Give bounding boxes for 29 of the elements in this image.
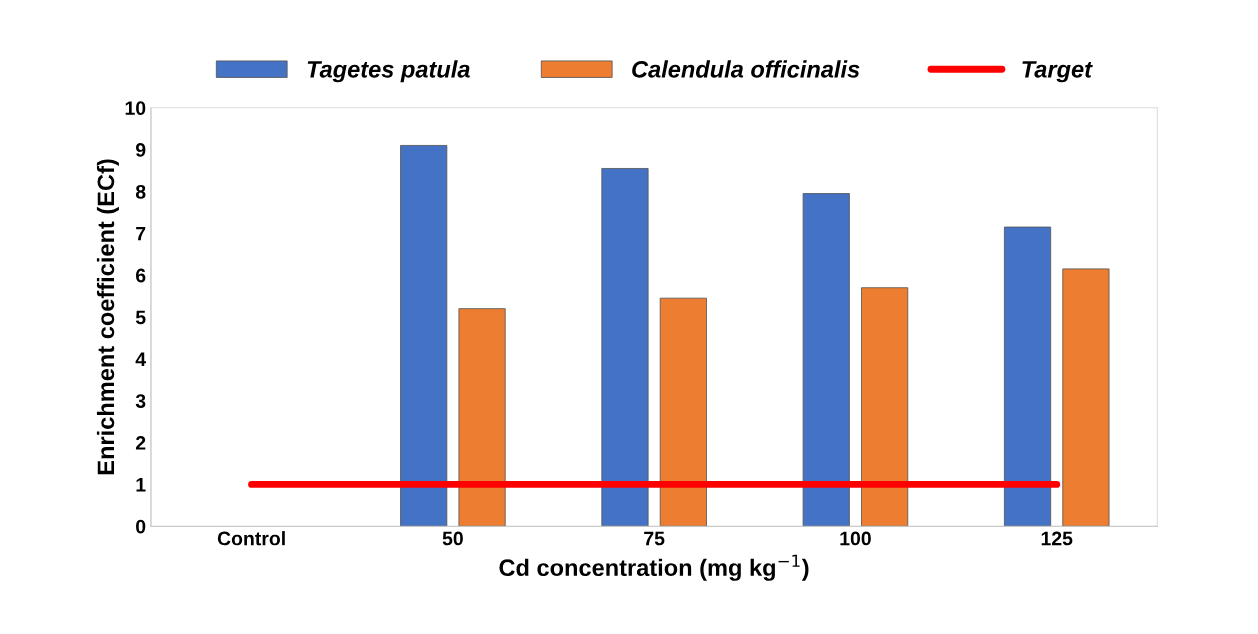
y-tick-label: 0 xyxy=(136,519,146,534)
y-tick-label: 6 xyxy=(136,268,146,283)
bar xyxy=(1003,226,1052,527)
x-tick-label: 125 xyxy=(1041,531,1073,546)
x-tick-label: 100 xyxy=(840,531,871,546)
bar xyxy=(659,297,707,527)
bar xyxy=(601,168,649,527)
bar xyxy=(458,308,506,527)
bar xyxy=(400,145,448,527)
y-tick-label: 2 xyxy=(135,436,146,450)
legend-label: Calendula officinalis xyxy=(632,60,860,78)
y-tick-label: 10 xyxy=(125,101,146,116)
y-tick-label: 9 xyxy=(135,143,146,157)
x-tick-label: 75 xyxy=(644,531,665,546)
y-axis-title: Enrichment coefficient (ECf) xyxy=(96,159,119,475)
y-tick-label: 4 xyxy=(135,352,146,366)
bar xyxy=(1062,268,1110,527)
y-tick-label: 8 xyxy=(135,184,146,199)
x-tick-label: 50 xyxy=(442,531,463,546)
legend-label: Tagetes patula xyxy=(307,60,470,83)
bar xyxy=(802,193,850,527)
y-tick-label: 1 xyxy=(136,478,146,492)
x-axis-title: Cd concentration (mg kg$^{−1}$) xyxy=(499,554,809,581)
legend-label: Target xyxy=(1022,61,1093,83)
y-tick-label: 7 xyxy=(136,226,146,241)
y-tick-label: 5 xyxy=(135,310,146,325)
x-tick-label: Control xyxy=(217,531,285,546)
y-tick-label: 3 xyxy=(135,394,146,408)
bar xyxy=(861,287,909,527)
